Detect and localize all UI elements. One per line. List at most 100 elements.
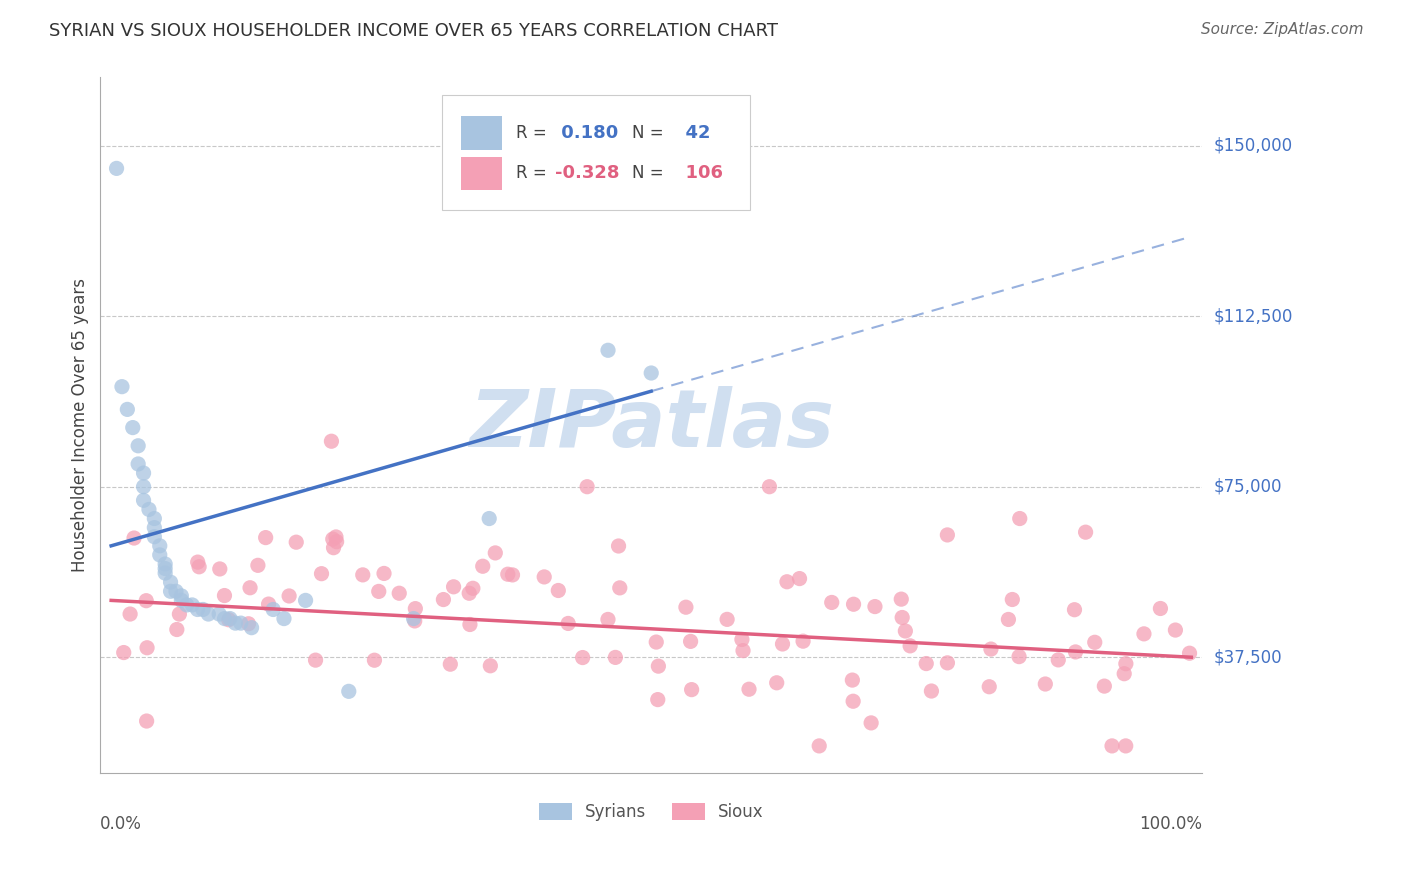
Y-axis label: Householder Income Over 65 years: Householder Income Over 65 years: [72, 278, 89, 573]
Point: [239, 581, 262, 595]
Point: [325, 534, 347, 549]
Point: [842, 694, 865, 708]
Point: [479, 658, 502, 673]
Point: [1149, 601, 1171, 615]
Point: [890, 592, 912, 607]
Text: N =: N =: [633, 124, 669, 142]
Point: [149, 539, 172, 553]
Point: [214, 611, 236, 625]
Point: [197, 607, 219, 621]
Point: [159, 575, 181, 590]
Point: [224, 616, 246, 631]
Point: [792, 634, 814, 648]
Text: $37,500: $37,500: [1213, 648, 1282, 666]
Point: [789, 572, 811, 586]
FancyBboxPatch shape: [441, 95, 751, 210]
Point: [842, 597, 865, 611]
Point: [1033, 677, 1056, 691]
Point: [112, 646, 135, 660]
Point: [1115, 657, 1137, 671]
Point: [980, 642, 1002, 657]
Point: [278, 589, 301, 603]
Point: [404, 614, 426, 628]
Point: [645, 635, 668, 649]
Text: 42: 42: [673, 124, 711, 142]
Point: [1092, 679, 1115, 693]
Text: 106: 106: [673, 164, 723, 183]
Point: [138, 502, 160, 516]
Point: [979, 680, 1001, 694]
Point: [337, 684, 360, 698]
Point: [120, 607, 142, 621]
Point: [458, 617, 481, 632]
Point: [165, 584, 187, 599]
Text: 0.180: 0.180: [555, 124, 619, 142]
Point: [122, 531, 145, 545]
Point: [257, 597, 280, 611]
Point: [149, 548, 172, 562]
Point: [1114, 666, 1136, 681]
Point: [132, 480, 155, 494]
Point: [1008, 511, 1031, 525]
Text: N =: N =: [633, 164, 669, 183]
Point: [596, 612, 619, 626]
Point: [143, 511, 166, 525]
Point: [121, 420, 143, 434]
Point: [898, 639, 921, 653]
Point: [478, 511, 501, 525]
Point: [188, 559, 211, 574]
Point: [439, 657, 461, 672]
Point: [758, 480, 780, 494]
Legend: Syrians, Sioux: Syrians, Sioux: [531, 796, 770, 828]
Point: [159, 584, 181, 599]
Point: [402, 611, 425, 625]
Point: [731, 632, 754, 647]
Point: [322, 532, 344, 546]
Point: [135, 714, 157, 728]
Point: [738, 682, 761, 697]
Text: R =: R =: [516, 124, 551, 142]
Point: [388, 586, 411, 600]
Point: [136, 640, 159, 655]
Point: [111, 379, 134, 393]
Text: R =: R =: [516, 164, 551, 183]
Text: 0.0%: 0.0%: [100, 815, 142, 833]
Point: [294, 593, 316, 607]
Point: [262, 602, 284, 616]
Point: [132, 493, 155, 508]
Point: [219, 611, 242, 625]
Point: [1001, 592, 1024, 607]
Point: [533, 570, 555, 584]
Text: ZIPatlas: ZIPatlas: [468, 386, 834, 465]
Point: [170, 589, 193, 603]
Point: [321, 434, 343, 449]
Point: [325, 530, 347, 544]
Point: [311, 566, 333, 581]
Point: [238, 616, 260, 631]
Point: [776, 574, 799, 589]
Point: [169, 607, 191, 621]
Point: [936, 528, 959, 542]
Point: [187, 555, 209, 569]
Point: [1101, 739, 1123, 753]
Point: [153, 561, 176, 575]
Point: [432, 592, 454, 607]
Point: [765, 675, 787, 690]
Point: [863, 599, 886, 614]
Point: [153, 566, 176, 580]
Point: [557, 616, 579, 631]
Point: [640, 366, 662, 380]
Point: [367, 584, 389, 599]
Point: [254, 531, 277, 545]
Point: [1084, 635, 1107, 649]
Point: [1008, 649, 1031, 664]
Point: [920, 684, 942, 698]
Point: [484, 546, 506, 560]
Point: [772, 637, 794, 651]
Point: [191, 602, 214, 616]
Point: [135, 593, 157, 607]
Point: [153, 557, 176, 571]
Point: [1115, 739, 1137, 753]
Point: [117, 402, 139, 417]
Point: [605, 650, 627, 665]
